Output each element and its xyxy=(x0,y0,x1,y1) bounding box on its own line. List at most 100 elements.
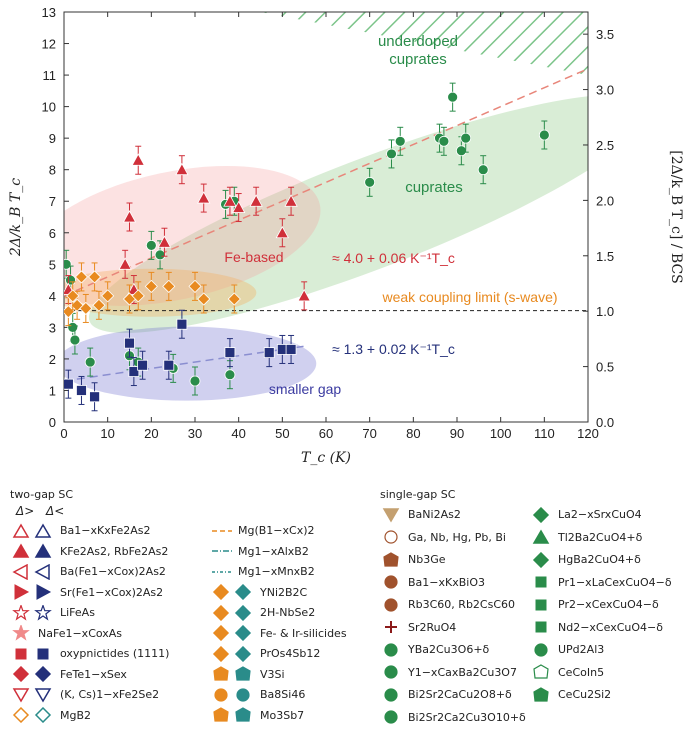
cuprates-region xyxy=(88,94,588,333)
line-dashdot2-icon xyxy=(212,570,232,573)
legend-item-label: Ba1−xKxBiO3 xyxy=(408,575,485,589)
legend-item-label: YNi2B2C xyxy=(260,585,308,599)
data-point xyxy=(188,279,202,293)
legend-mark xyxy=(15,648,27,659)
legend-item: oxypnictides (1111) xyxy=(10,645,169,662)
legend-mark xyxy=(234,604,252,621)
circle-half-icon xyxy=(214,687,250,702)
legend-mark xyxy=(212,584,230,600)
annotation-fit-lower: ≈ 1.3 + 0.02 K⁻¹T_c xyxy=(332,341,455,357)
y2-tick-label: 3.5 xyxy=(596,27,614,42)
legend-item-label: YBa2Cu3O6+δ xyxy=(408,643,490,656)
data-point xyxy=(67,321,79,333)
triangle-up-outlined-icon xyxy=(12,523,52,538)
diamond-filled-icon xyxy=(212,645,252,662)
legend-item: Ga, Nb, Hg, Pb, Bi xyxy=(380,529,506,546)
circle-half-right-icon xyxy=(384,710,398,724)
data-point xyxy=(460,132,472,144)
legend-item: Nb3Ge xyxy=(380,551,446,568)
legend-item-label: Rb3C60, Rb2CsC60 xyxy=(408,598,516,611)
y-tick-label: 3 xyxy=(49,320,56,335)
legend-item-label: PrOs4Sb12 xyxy=(260,647,321,660)
data-point xyxy=(447,91,459,103)
legend-item: Ba(Fe1−xCox)2As2 xyxy=(10,563,166,580)
diamond-half3-icon xyxy=(212,625,252,641)
annotation-fit-upper: ≈ 4.0 + 0.06 K⁻¹T_c xyxy=(332,250,455,266)
legend-item-label: Pr2−xCexCuO4−δ xyxy=(558,598,659,611)
y2-axis-label: [2Δ/k_B T_c] / BCS xyxy=(668,150,684,284)
data-point xyxy=(285,344,297,355)
data-point xyxy=(144,279,158,293)
triangle-left-outlined-icon xyxy=(12,563,50,580)
data-point xyxy=(176,318,188,330)
legend-item: Mg(B1−xCx)2 xyxy=(210,522,315,539)
legend-mark xyxy=(384,665,398,679)
legend-mark xyxy=(384,642,398,657)
legend-item-label: Mg1−xAlxB2 xyxy=(238,544,309,558)
data-point xyxy=(163,359,175,371)
legend-mark xyxy=(384,530,398,544)
data-point xyxy=(297,289,311,302)
legend-mark xyxy=(384,575,398,589)
data-point xyxy=(64,258,72,270)
legend-item: Mg1−xAlxB2 xyxy=(210,543,309,560)
legend-mark xyxy=(34,687,52,702)
legend-mark xyxy=(214,687,228,702)
data-point xyxy=(197,191,211,204)
legend-mark xyxy=(235,707,251,722)
legend-item-label: Mo3Sb7 xyxy=(260,708,305,722)
data-point xyxy=(162,279,176,293)
square-filled-icon xyxy=(15,648,49,659)
legend-item: Ba1−xKxBiO3 xyxy=(380,574,485,591)
x-tick-label: 50 xyxy=(275,426,289,441)
legend-item-label: Ga, Nb, Hg, Pb, Bi xyxy=(408,530,506,544)
x-tick-label: 20 xyxy=(144,426,158,441)
x-tick-label: 80 xyxy=(406,426,420,441)
line-dashed-icon xyxy=(212,529,232,532)
legend-mark xyxy=(235,666,251,681)
circle-half-bottom-icon xyxy=(384,642,398,657)
triangle-down-filled-icon xyxy=(382,507,400,522)
triangle-right-filled-icon xyxy=(14,584,52,600)
legend-item: FeTe1−xSex xyxy=(10,666,127,683)
legend-item: MgB2 xyxy=(10,707,91,724)
pentagon-outline-icon xyxy=(533,664,549,679)
underdoped-region xyxy=(260,12,588,76)
y2-tick-label: 2.0 xyxy=(596,193,614,208)
circle-half-left-icon xyxy=(384,687,398,702)
legend-mark xyxy=(533,686,549,702)
legend-item: Rb3C60, Rb2CsC60 xyxy=(380,596,515,613)
legend-mark xyxy=(234,584,252,600)
data-point xyxy=(394,135,406,147)
data-point xyxy=(89,391,100,403)
legend-mark xyxy=(535,621,547,633)
x-tick-label: 110 xyxy=(534,426,555,441)
x-tick-label: 90 xyxy=(450,426,464,441)
y-tick-label: 11 xyxy=(43,68,57,83)
legend-item-label: FeTe1−xSex xyxy=(60,667,127,681)
data-point xyxy=(189,375,201,387)
legend-item: UPd2Al3 xyxy=(530,641,604,658)
legend-item: Mo3Sb7 xyxy=(210,707,304,724)
legend-item-label: La2−xSrxCuO4 xyxy=(558,508,642,521)
legend-item: Bi2Sr2CaCu2O8+δ xyxy=(380,686,512,703)
circle-dot-icon xyxy=(384,530,398,544)
legend-item: Sr2RuO4 xyxy=(380,619,456,636)
plus-icon xyxy=(385,621,397,633)
legend-mark xyxy=(34,707,52,723)
triangle-up-half-icon xyxy=(532,529,550,544)
data-point xyxy=(124,337,135,349)
legend-two-gap-title: two-gap SC xyxy=(10,488,74,501)
legend-item: Ba1−xKxFe2As2 xyxy=(10,522,150,539)
legend-mark xyxy=(535,599,547,610)
data-point xyxy=(76,385,87,396)
legend-item: Pr2−xCexCuO4−δ xyxy=(530,596,659,613)
diamond-half-top-icon xyxy=(532,506,550,523)
circle-half-icon xyxy=(384,575,398,589)
legend-item-label: BaNi2As2 xyxy=(408,508,461,521)
circle-half-top-icon xyxy=(384,665,398,679)
legend-item: Bi2Sr2Ca2Cu3O10+δ xyxy=(380,709,526,726)
circle-flower-icon xyxy=(384,597,398,612)
y-tick-label: 9 xyxy=(49,131,56,146)
y-tick-label: 12 xyxy=(42,37,56,52)
